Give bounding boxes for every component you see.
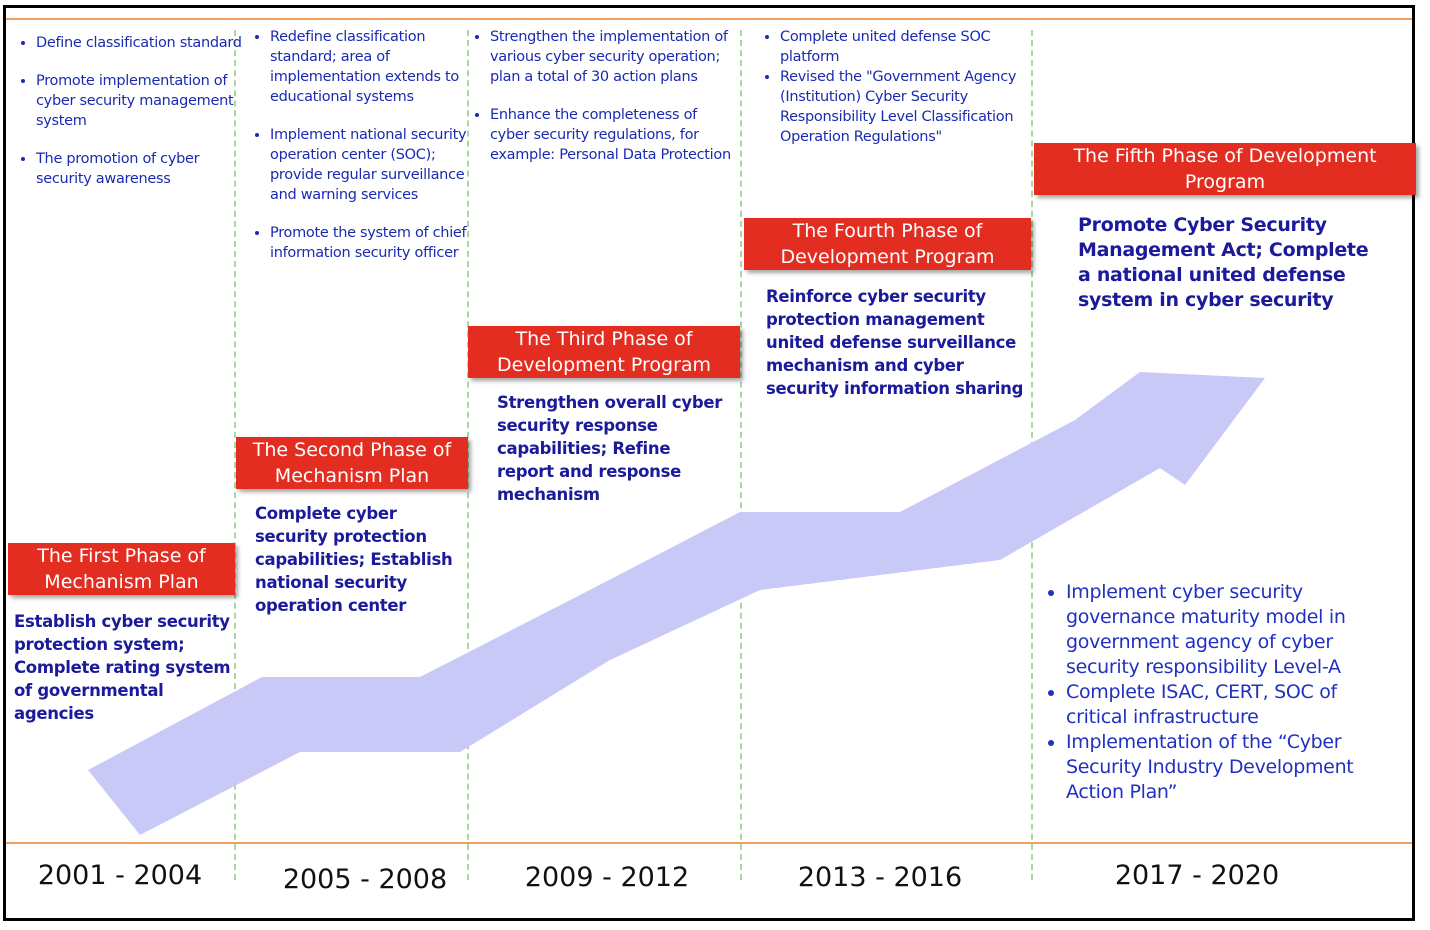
bullets: Strengthen the implementation of various… bbox=[474, 27, 740, 183]
phase-title: The Fourth Phase of Development Program bbox=[744, 218, 1031, 270]
separator bbox=[467, 30, 469, 880]
bullet: Complete ISAC, CERT, SOC of critical inf… bbox=[1066, 680, 1396, 730]
frame bbox=[3, 5, 1415, 921]
bullets: Complete united defense SOC platform Rev… bbox=[764, 27, 1042, 147]
top-line bbox=[6, 18, 1412, 20]
phase-title: The Second Phase of Mechanism Plan bbox=[236, 437, 468, 489]
bullet: Implementation of the “Cyber Security In… bbox=[1066, 730, 1396, 805]
period: 2005 - 2008 bbox=[282, 864, 448, 895]
bullet: Strengthen the implementation of various… bbox=[490, 27, 740, 87]
bullet: Implement national security operation ce… bbox=[270, 125, 475, 205]
phase-summary: Complete cyber security protection capab… bbox=[255, 504, 453, 615]
bullets: Redefine classification standard; area o… bbox=[254, 27, 475, 281]
period: 2013 - 2016 bbox=[797, 862, 963, 893]
bullets: Implement cyber security governance matu… bbox=[1050, 580, 1396, 805]
phase-summary: Establish cyber security protection syst… bbox=[14, 612, 231, 723]
progress-arrow bbox=[88, 372, 1265, 835]
phase-summary: Reinforce cyber security protection mana… bbox=[766, 287, 1024, 398]
bullet: Enhance the completeness of cyber securi… bbox=[490, 105, 740, 165]
bullet: Implement cyber security governance matu… bbox=[1066, 580, 1396, 680]
bottom-line bbox=[6, 842, 1412, 844]
separator bbox=[234, 30, 236, 880]
bullet: Define classification standard bbox=[36, 33, 251, 53]
bullet: Complete united defense SOC platform bbox=[780, 27, 1042, 67]
phase-title: The Fifth Phase of Development Program bbox=[1034, 143, 1416, 195]
period: 2009 - 2012 bbox=[524, 862, 690, 893]
period: 2017 - 2020 bbox=[1114, 860, 1280, 891]
bullet: Redefine classification standard; area o… bbox=[270, 27, 475, 107]
bullet: Promote the system of chief information … bbox=[270, 223, 475, 263]
separator bbox=[740, 30, 742, 880]
phase-summary: Strengthen overall cyber security respon… bbox=[497, 393, 723, 504]
period: 2001 - 2004 bbox=[37, 860, 203, 891]
bullets: Define classification standard Promote i… bbox=[20, 33, 251, 207]
phase-title: The First Phase of Mechanism Plan bbox=[8, 543, 235, 595]
phase-title: The Third Phase of Development Program bbox=[468, 326, 740, 378]
phase-summary: Promote Cyber Security Management Act; C… bbox=[1078, 214, 1369, 311]
bullet: Revised the "Government Agency (Institut… bbox=[780, 67, 1042, 147]
bullet: The promotion of cyber security awarenes… bbox=[36, 149, 251, 189]
bullet: Promote implementation of cyber security… bbox=[36, 71, 251, 131]
